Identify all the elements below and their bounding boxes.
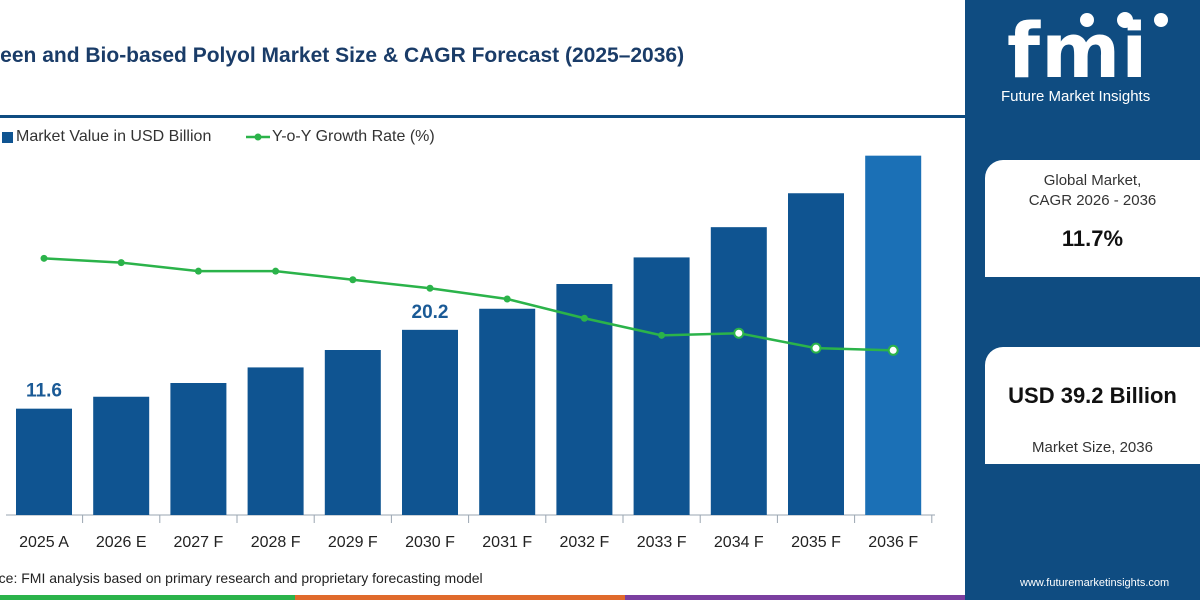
x-tick-label: 2035 F — [791, 534, 841, 551]
x-tick-label: 2031 F — [482, 534, 532, 551]
growth-rate-point — [272, 267, 280, 275]
title-divider — [0, 115, 965, 118]
x-tick-label: 2034 F — [714, 534, 764, 551]
x-tick-label: 2032 F — [559, 534, 609, 551]
bar — [710, 227, 767, 515]
market-size-card: USD 39.2 Billion Market Size, 2036 — [985, 347, 1200, 464]
bar — [93, 396, 150, 515]
chart-title: reen and Bio-based Polyol Market Size & … — [0, 44, 685, 67]
growth-rate-point — [733, 327, 745, 339]
legend-line-label: Y-o-Y Growth Rate (%) — [272, 128, 435, 145]
footer-stripe-purple — [625, 595, 965, 600]
bar — [247, 367, 304, 515]
market-size-label: Market Size, 2036 — [1032, 439, 1153, 456]
x-tick-label: 2028 F — [251, 534, 301, 551]
growth-rate-point — [349, 276, 357, 284]
footer-stripe-green — [0, 595, 295, 600]
legend-bar-label: Market Value in USD Billion — [16, 128, 212, 145]
data-label: 20.2 — [412, 302, 449, 323]
summary-sidebar: fmi Future Market Insights Global Market… — [965, 0, 1200, 600]
x-tick-label: 2029 F — [328, 534, 378, 551]
logo-company-name: Future Market Insights — [1001, 88, 1151, 105]
x-tick-label: 2027 F — [173, 534, 223, 551]
globe-icon — [1080, 12, 1168, 28]
bar — [479, 308, 536, 515]
market-size-value: USD 39.2 Billion — [1008, 383, 1177, 408]
x-tick-label: 2033 F — [637, 534, 687, 551]
legend-line-swatch — [246, 133, 270, 141]
cagr-card: Global Market, CAGR 2026 - 2036 11.7% — [985, 160, 1200, 277]
x-tick-label: 2026 E — [96, 534, 147, 551]
x-tick-label: 2025 A — [19, 534, 69, 551]
growth-rate-point — [194, 267, 202, 275]
bar — [324, 350, 381, 515]
bar — [402, 329, 458, 515]
x-tick-label: 2036 F — [868, 534, 918, 551]
bar — [633, 257, 690, 515]
x-tick-label: 2030 F — [405, 534, 455, 551]
growth-rate-point — [40, 254, 48, 262]
legend-bar-swatch — [2, 132, 13, 143]
growth-rate-point — [580, 314, 588, 322]
growth-rate-point — [117, 259, 125, 267]
growth-rate-point — [503, 295, 511, 303]
bar — [788, 193, 844, 515]
cagr-label-line2: CAGR 2026 - 2036 — [1028, 192, 1157, 209]
cagr-label-line1: Global Market, — [1043, 172, 1142, 189]
source-note: rce: FMI analysis based on primary resea… — [0, 570, 483, 586]
growth-rate-line — [43, 257, 894, 352]
growth-rate-point — [810, 342, 822, 354]
fmi-logo: fmi Future Market Insights — [965, 0, 1200, 112]
growth-rate-point — [887, 344, 899, 356]
growth-rate-point — [426, 284, 434, 292]
chart-plot-area: 2025 A 11.6 2026 E 2027 F 2028 F 2029 F 2030 F… — [6, 155, 935, 551]
bar — [170, 383, 227, 515]
bar — [865, 155, 922, 515]
data-label: 11.6 — [26, 381, 62, 402]
footer-stripe-orange — [295, 595, 625, 600]
cagr-value: 11.7% — [1061, 226, 1124, 251]
chart-panel: reen and Bio-based Polyol Market Size & … — [0, 44, 965, 600]
bar — [16, 408, 72, 515]
growth-rate-point — [658, 331, 666, 339]
website-url: www.futuremarketinsights.com — [1020, 577, 1170, 589]
